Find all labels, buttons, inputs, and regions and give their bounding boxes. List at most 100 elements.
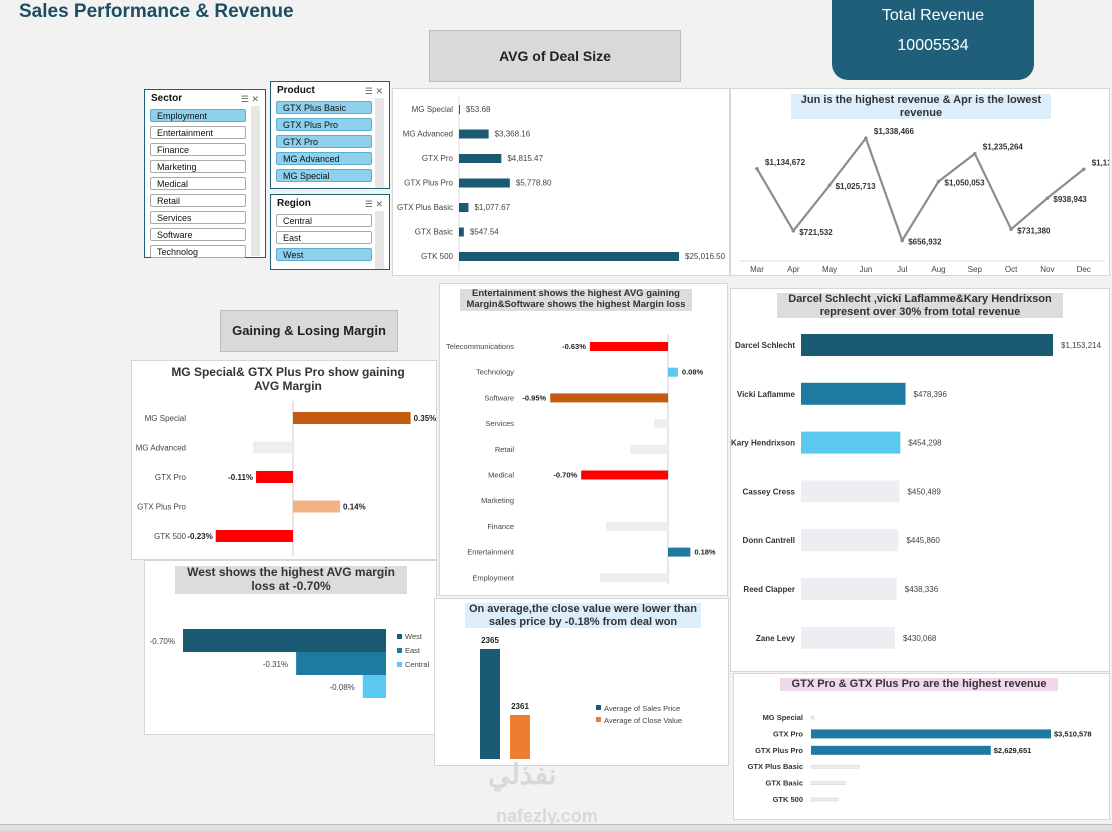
slicer-item-product[interactable]: MG Special <box>276 169 372 182</box>
category-label: GTX Basic <box>415 228 453 237</box>
data-label: $5,778.80 <box>516 179 552 188</box>
bar <box>810 715 815 720</box>
slicer-item-sector[interactable]: Employment <box>150 109 246 122</box>
slicer-item-product[interactable]: GTX Plus Pro <box>276 118 372 131</box>
close-vs-sales-title: On average,the close value were lower th… <box>465 603 701 629</box>
bar <box>459 252 679 261</box>
slicer-item-sector[interactable]: Entertainment <box>150 126 246 139</box>
product-margin-chart: MG Special& GTX Plus Pro show gaining AV… <box>131 360 437 560</box>
category-label: GTK 500 <box>421 252 454 261</box>
bar <box>600 573 668 583</box>
data-label: $656,932 <box>908 237 942 246</box>
data-label: 0.14% <box>343 503 366 512</box>
category-label: GTK 500 <box>773 795 803 804</box>
category-label: GTX Plus Pro <box>755 746 803 755</box>
data-label: $2,629,651 <box>994 746 1032 755</box>
scrollbar[interactable] <box>375 211 384 269</box>
data-point <box>791 228 796 233</box>
margin-section-title: Gaining & Losing Margin <box>220 310 398 352</box>
data-label: 0.35% <box>414 414 437 423</box>
agent-revenue-chart: Darcel Schlecht ,vicki Laflamme&Kary Hen… <box>730 288 1110 672</box>
bar <box>459 129 489 139</box>
category-label: Donn Cantrell <box>743 536 795 545</box>
sector-slicer-title: Sector <box>151 93 183 104</box>
slicer-item-sector[interactable]: Services <box>150 211 246 224</box>
data-label: $547.54 <box>470 228 499 237</box>
data-label: $445,860 <box>906 536 940 545</box>
category-label: GTX Plus Basic <box>748 762 803 771</box>
scrollbar[interactable] <box>375 98 384 188</box>
data-label: -0.11% <box>228 473 253 482</box>
data-label: $938,943 <box>1053 195 1087 204</box>
tick-label: Aug <box>931 265 945 274</box>
slicer-item-sector[interactable]: Marketing <box>150 160 246 173</box>
slicer-item-product[interactable]: MG Advanced <box>276 152 372 165</box>
bar <box>801 431 901 454</box>
product-revenue-title: GTX Pro & GTX Plus Pro are the highest r… <box>780 678 1058 691</box>
category-label: Vicki Laflamme <box>737 390 796 399</box>
region-slicer[interactable]: Region ☰ ✕ Central East West <box>270 194 390 270</box>
bar <box>801 626 895 649</box>
bar <box>654 419 668 429</box>
slicer-filter-icons[interactable]: ☰ ✕ <box>240 94 259 104</box>
bar <box>256 471 293 483</box>
category-label: Retail <box>495 445 515 454</box>
data-label: $3,510,578 <box>1054 729 1092 738</box>
product-slicer[interactable]: Product ☰ ✕ GTX Plus Basic GTX Plus Pro GT… <box>270 81 390 189</box>
slicer-item-sector[interactable]: Technolog <box>150 245 246 258</box>
data-label: $1,025,713 <box>836 182 877 191</box>
avg-deal-section-title: AVG of Deal Size <box>429 30 681 82</box>
data-point <box>1009 227 1013 232</box>
monthly-chart-title: Jun is the highest revenue & Apr is the … <box>791 94 1051 120</box>
legend-label: East <box>405 646 421 655</box>
tick-label: Jul <box>897 265 907 274</box>
category-label: Services <box>485 419 514 428</box>
data-label: $454,298 <box>908 439 942 448</box>
data-point <box>864 136 868 141</box>
slicer-item-sector[interactable]: Medical <box>150 177 246 190</box>
data-label: $478,396 <box>914 390 948 399</box>
tick-label: Jun <box>859 265 872 274</box>
bar <box>589 342 668 351</box>
kpi-label: Total Revenue <box>881 7 985 24</box>
sheet-tab-bar[interactable] <box>0 824 1112 831</box>
bar <box>459 154 502 163</box>
slicer-item-sector[interactable]: Software <box>150 228 246 241</box>
bar <box>183 629 386 652</box>
category-label: Cassey Cress <box>743 487 796 496</box>
category-label: GTX Plus Basic <box>397 203 453 212</box>
data-point <box>973 151 977 156</box>
slicer-item-product[interactable]: GTX Pro <box>276 135 372 148</box>
scrollbar[interactable] <box>251 106 260 256</box>
slicer-item-product[interactable]: GTX Plus Basic <box>276 101 372 114</box>
category-label: MG Advanced <box>136 444 186 453</box>
data-label: -0.08% <box>329 683 354 692</box>
data-label: $1,235,264 <box>983 143 1024 152</box>
slicer-item-sector[interactable]: Retail <box>150 194 246 207</box>
data-point <box>1045 196 1050 200</box>
legend-label: Average of Sales Price <box>604 704 680 713</box>
category-label: GTX Pro <box>422 154 454 163</box>
data-label: $438,336 <box>905 585 939 594</box>
legend-label: West <box>405 632 423 641</box>
bar <box>550 393 668 403</box>
bar <box>459 105 460 114</box>
data-label: $1,131,573 <box>1092 158 1110 167</box>
close-vs-sales-chart: On average,the close value were lower th… <box>434 598 729 766</box>
slicer-item-region[interactable]: Central <box>276 214 372 227</box>
bar <box>459 203 469 212</box>
bar <box>293 500 341 513</box>
slicer-filter-icons[interactable]: ☰ ✕ <box>364 199 383 209</box>
bar <box>581 470 668 480</box>
category-label: GTX Plus Pro <box>137 503 186 512</box>
bar <box>801 334 1053 356</box>
bar <box>480 649 500 759</box>
category-label: Finance <box>487 522 514 531</box>
slicer-item-region[interactable]: West <box>276 248 372 261</box>
sector-slicer[interactable]: Sector ☰ ✕ Employment Entertainment Financ… <box>144 89 266 258</box>
legend-swatch <box>397 662 402 667</box>
tick-label: Nov <box>1040 265 1054 274</box>
slicer-item-sector[interactable]: Finance <box>150 143 246 156</box>
slicer-item-region[interactable]: East <box>276 231 372 244</box>
slicer-filter-icons[interactable]: ☰ ✕ <box>364 86 383 96</box>
